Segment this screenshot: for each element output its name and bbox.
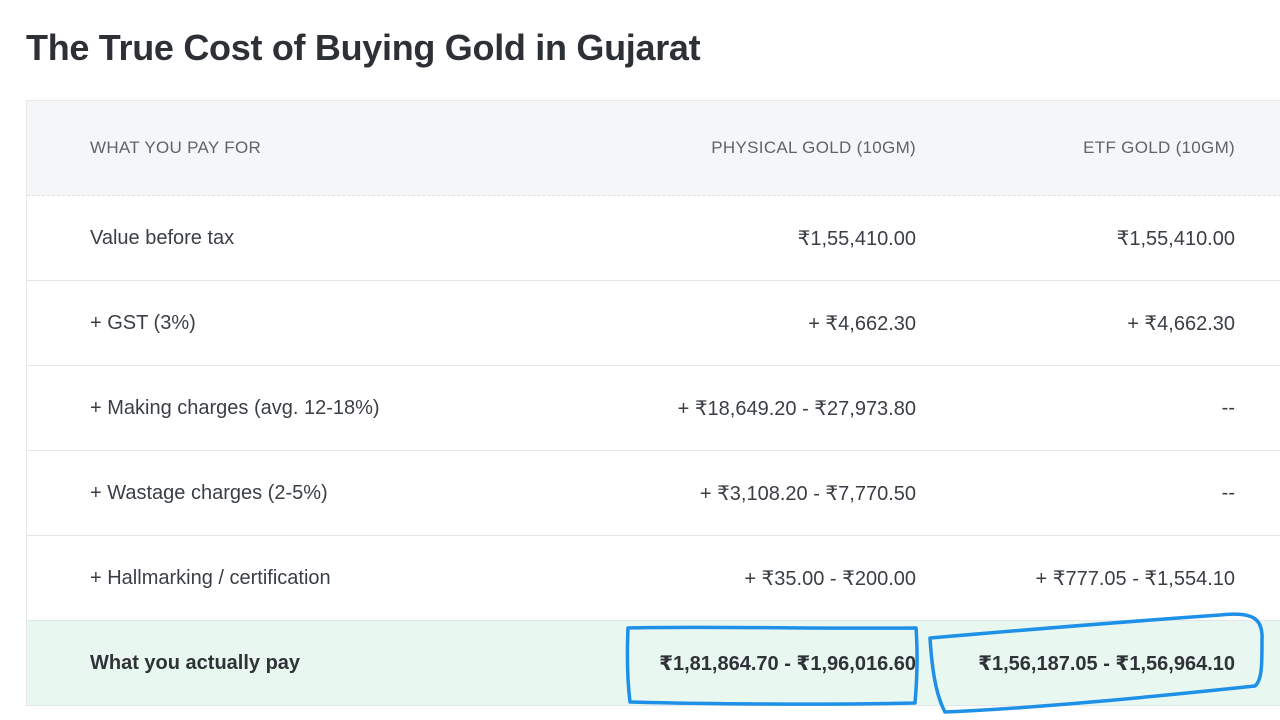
table-row-gst: + GST (3%) + ₹4,662.30 + ₹4,662.30 bbox=[27, 281, 1280, 366]
header-physical-gold: PHYSICAL GOLD (10GM) bbox=[711, 138, 916, 157]
physical-gold-value: ₹1,55,410.00 bbox=[797, 227, 916, 250]
etf-gold-value: ₹1,55,410.00 bbox=[1116, 227, 1235, 250]
header-etf-gold: ETF GOLD (10GM) bbox=[1083, 138, 1235, 157]
total-label: What you actually pay bbox=[90, 651, 301, 674]
table-row-value-before-tax: Value before tax ₹1,55,410.00 ₹1,55,410.… bbox=[27, 196, 1280, 281]
header-what-you-pay-for: WHAT YOU PAY FOR bbox=[90, 138, 262, 157]
table-row-total: What you actually pay ₹1,81,864.70 - ₹1,… bbox=[27, 621, 1280, 706]
physical-gold-total: ₹1,81,864.70 - ₹1,96,016.60 bbox=[659, 652, 916, 675]
etf-gold-value: + ₹777.05 - ₹1,554.10 bbox=[1035, 567, 1235, 590]
row-label: + Hallmarking / certification bbox=[90, 566, 331, 589]
table-row-hallmarking: + Hallmarking / certification + ₹35.00 -… bbox=[27, 536, 1280, 621]
row-label: + Making charges (avg. 12-18%) bbox=[90, 396, 380, 419]
etf-gold-value: -- bbox=[1221, 481, 1235, 504]
physical-gold-value: + ₹18,649.20 - ₹27,973.80 bbox=[677, 397, 916, 420]
etf-gold-total: ₹1,56,187.05 - ₹1,56,964.10 bbox=[978, 652, 1235, 675]
physical-gold-value: + ₹4,662.30 bbox=[808, 312, 916, 335]
etf-gold-value: -- bbox=[1221, 396, 1235, 419]
row-label: + Wastage charges (2-5%) bbox=[90, 481, 328, 504]
table-row-making-charges: + Making charges (avg. 12-18%) + ₹18,649… bbox=[27, 366, 1280, 451]
table-row-wastage-charges: + Wastage charges (2-5%) + ₹3,108.20 - ₹… bbox=[27, 451, 1280, 536]
physical-gold-value: + ₹35.00 - ₹200.00 bbox=[744, 567, 916, 590]
cost-table: WHAT YOU PAY FOR PHYSICAL GOLD (10GM) ET… bbox=[26, 100, 1280, 706]
row-label: Value before tax bbox=[90, 226, 235, 249]
table-header-row: WHAT YOU PAY FOR PHYSICAL GOLD (10GM) ET… bbox=[27, 101, 1280, 196]
page-title: The True Cost of Buying Gold in Gujarat bbox=[26, 27, 701, 68]
etf-gold-value: + ₹4,662.30 bbox=[1127, 312, 1235, 335]
row-label: + GST (3%) bbox=[90, 311, 196, 334]
physical-gold-value: + ₹3,108.20 - ₹7,770.50 bbox=[699, 482, 916, 505]
